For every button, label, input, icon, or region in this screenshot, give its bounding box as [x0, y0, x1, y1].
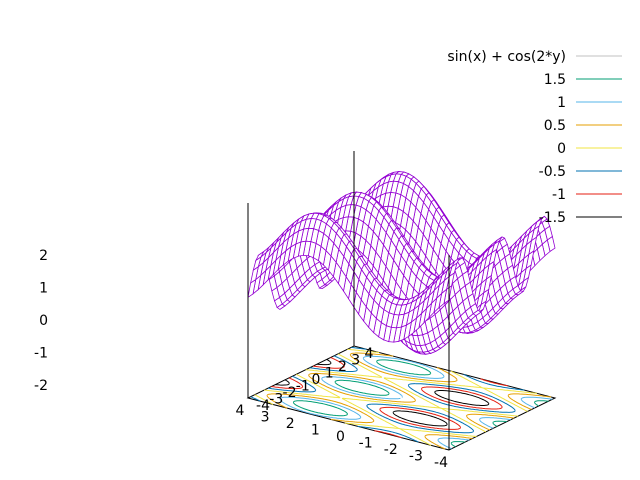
- x-tick-label: -2: [384, 442, 398, 458]
- x-tick-label: -4: [434, 455, 448, 471]
- z-tick-label: -1: [34, 346, 48, 362]
- legend: sin(x) + cos(2*y) 1.5 1 0.5 0 -0.5 -1 -1.5: [447, 49, 622, 226]
- legend-entry-label: 1.5: [544, 72, 566, 88]
- x-tick-label: -3: [409, 449, 423, 465]
- legend-entry-label: -0.5: [539, 164, 566, 180]
- legend-entry-label: -1.5: [539, 210, 566, 226]
- z-tick-label: -2: [34, 378, 48, 394]
- y-tick-label: 0: [312, 372, 321, 388]
- legend-entry-label: -1: [552, 187, 566, 203]
- y-tick-label: 2: [338, 359, 347, 375]
- z-tick-label: 0: [39, 313, 48, 329]
- contour-level--1.5: [275, 359, 490, 427]
- x-tick-label: 4: [236, 403, 245, 419]
- y-tick-label: -1: [296, 379, 310, 395]
- y-tick-label: -2: [283, 385, 297, 401]
- legend-entry-label: 0.5: [544, 118, 566, 134]
- z-tick-label: 2: [39, 248, 48, 264]
- y-tick-label: -4: [256, 398, 270, 414]
- contour-level--0.5: [250, 346, 525, 443]
- y-tick-label: 4: [365, 346, 374, 362]
- legend-entry-label: 0: [557, 141, 566, 157]
- axes-box: [247, 151, 450, 450]
- x-tick-label: -1: [359, 436, 373, 452]
- x-tick-label: 0: [336, 429, 345, 445]
- contour-level-0: [254, 348, 538, 446]
- contour-layer: [250, 346, 553, 450]
- contour-level-0.5: [266, 352, 552, 450]
- legend-entry-label: sin(x) + cos(2*y): [447, 49, 566, 65]
- y-tick-label: 3: [351, 353, 360, 369]
- legend-entry-label: 1: [557, 95, 566, 111]
- contour-level--1: [271, 357, 508, 439]
- surface-cell: [247, 278, 257, 299]
- x-tick-label: 1: [311, 423, 320, 439]
- contour-level-1.5: [292, 359, 549, 448]
- surface-mesh: [247, 170, 556, 355]
- x-tick-label: 2: [286, 416, 295, 432]
- z-tick-label: 1: [39, 281, 48, 297]
- y-tick-label: -3: [269, 392, 283, 408]
- contour-level-1: [279, 355, 553, 450]
- y-tick-label: 1: [325, 366, 334, 382]
- x-tick-label: 3: [261, 410, 270, 426]
